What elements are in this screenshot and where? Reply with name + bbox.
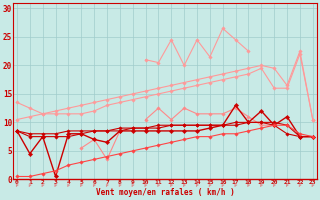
X-axis label: Vent moyen/en rafales ( km/h ): Vent moyen/en rafales ( km/h ) — [95, 188, 234, 197]
